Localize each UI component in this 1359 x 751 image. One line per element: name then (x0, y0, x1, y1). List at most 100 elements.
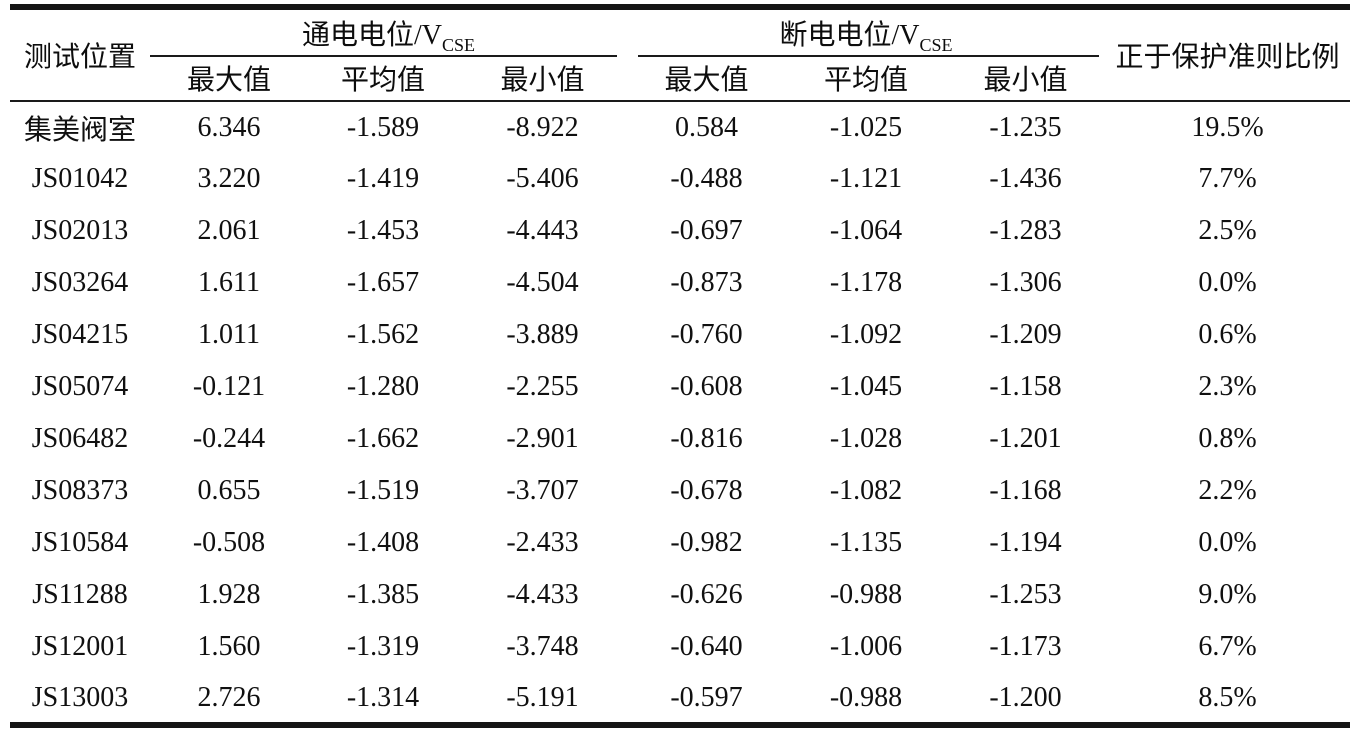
table-cell: 6.7% (1198, 631, 1257, 662)
column-header-on-max: 最大值 (150, 56, 308, 102)
column-header-off-min: 最小值 (946, 56, 1106, 102)
table-cell: -4.433 (506, 579, 579, 610)
table-row: 集美阀室 6.346 -1.589 -8.922 0.584 -1.025 -1.235 19… (10, 101, 1350, 153)
table-row: JS08373 0.655 -1.519 -3.707 -0.678 -1.082 -1.1… (10, 465, 1350, 517)
column-header-positive-ratio: 正于保护准则比例 (1105, 7, 1351, 102)
table-cell: -0.640 (670, 631, 743, 662)
table-header: 测试位置 通电电位/VCSE 断电电位/VCSE 正于保护准则比例 最大值 平均… (10, 7, 1351, 102)
table-cell: 2.726 (197, 681, 261, 713)
table-cell: -0.626 (670, 579, 743, 610)
row-label-test-location: JS01042 (31, 163, 129, 194)
table-cell: -1.006 (829, 631, 903, 662)
table-cell: -0.608 (670, 371, 743, 402)
table-cell: -2.433 (506, 527, 579, 558)
row-label-test-location: JS12001 (31, 631, 129, 662)
header-row-groups: 测试位置 通电电位/VCSE 断电电位/VCSE 正于保护准则比例 (10, 7, 1351, 102)
table-cell: -1.194 (989, 527, 1062, 558)
table-cell: -0.488 (670, 163, 743, 194)
table-cell: -0.988 (829, 579, 903, 610)
row-label-test-location: JS03264 (31, 267, 129, 298)
table-cell: -1.436 (989, 163, 1062, 194)
header-row-subcolumns: 最大值 平均值 最小值 最大值 平均值 最小值 (10, 56, 1350, 102)
table-cell: -1.025 (829, 111, 903, 143)
table-cell: -1.082 (829, 475, 903, 506)
table-row: JS11288 1.928 -1.385 -4.433 -0.626 -0.988 -1.2… (10, 569, 1350, 621)
table-cell: -5.406 (506, 163, 579, 194)
table-cell: 1.611 (198, 267, 260, 298)
table-cell: -0.121 (192, 371, 266, 402)
table-row: JS06482 -0.244 -1.662 -2.901 -0.816 -1.028 -1.… (10, 413, 1350, 465)
table-cell: -1.519 (346, 475, 420, 506)
table-row: JS04215 1.011 -1.562 -3.889 -0.760 -1.092 -1.2… (10, 309, 1350, 361)
table-cell: 1.560 (197, 631, 261, 662)
table-cell: -1.121 (829, 163, 903, 194)
table-cell: -1.419 (346, 163, 420, 194)
table-cell: -1.280 (346, 371, 420, 402)
group-header-on-potential-subscript: CSE (442, 35, 476, 55)
table-cell: 0.0% (1198, 527, 1257, 558)
table-cell: -4.443 (506, 215, 579, 246)
table-cell: 2.061 (197, 215, 261, 246)
row-label-test-location: JS10584 (31, 527, 129, 558)
table-cell: 1.011 (198, 319, 260, 350)
table-cell: -1.662 (346, 423, 420, 454)
table-cell: 2.5% (1198, 215, 1257, 246)
table-cell: -1.562 (346, 319, 420, 350)
column-header-test-location: 测试位置 (10, 7, 150, 102)
table-cell: 6.346 (197, 111, 261, 143)
table-cell: -3.748 (506, 631, 579, 662)
table-cell: -1.135 (829, 527, 903, 558)
table-cell: -0.597 (670, 681, 743, 713)
table-cell: 2.2% (1198, 475, 1257, 506)
table-cell: -0.988 (829, 681, 903, 713)
table-cell: 3.220 (197, 163, 261, 194)
row-label-test-location: JS11288 (32, 579, 128, 610)
potential-measurement-table: 测试位置 通电电位/VCSE 断电电位/VCSE 正于保护准则比例 最大值 平均… (10, 4, 1351, 728)
table-row: JS13003 2.726 -1.314 -5.191 -0.597 -0.988 -1.2… (10, 673, 1350, 725)
table-cell: -1.158 (989, 371, 1062, 402)
table-cell: -1.200 (989, 681, 1062, 713)
table-cell: -3.707 (506, 475, 579, 506)
table-cell: -0.816 (670, 423, 743, 454)
row-label-test-location: JS13003 (31, 681, 129, 713)
row-label-test-location: JS08373 (31, 475, 129, 506)
table-row: JS10584 -0.508 -1.408 -2.433 -0.982 -1.135 -1.… (10, 517, 1350, 569)
table-cell: -0.873 (670, 267, 743, 298)
table-cell: 9.0% (1198, 579, 1257, 610)
group-header-off-potential-subscript: CSE (919, 35, 953, 55)
table-cell: 0.6% (1198, 319, 1257, 350)
table-cell: -1.092 (829, 319, 903, 350)
page: 测试位置 通电电位/VCSE 断电电位/VCSE 正于保护准则比例 最大值 平均… (0, 4, 1359, 751)
table-cell: -1.253 (989, 579, 1062, 610)
table-cell: -1.408 (346, 527, 420, 558)
group-rule-off (638, 55, 1100, 57)
table-cell: 1.928 (197, 579, 261, 610)
table-cell: -1.209 (989, 319, 1062, 350)
table-cell: 7.7% (1198, 163, 1257, 194)
table-cell: 19.5% (1191, 111, 1264, 143)
group-header-off-potential: 断电电位/VCSE (627, 7, 1105, 57)
table-cell: -2.255 (506, 371, 579, 402)
row-label-test-location: JS02013 (31, 215, 129, 246)
table-cell: -3.889 (506, 319, 579, 350)
table-cell: -0.508 (192, 527, 266, 558)
table-cell: -1.168 (989, 475, 1062, 506)
row-label-test-location: JS04215 (31, 319, 129, 350)
table-cell: -4.504 (506, 267, 579, 298)
table-body: 集美阀室 6.346 -1.589 -8.922 0.584 -1.025 -1.235 19… (10, 101, 1350, 725)
table-cell: 0.8% (1198, 423, 1257, 454)
table-row: JS12001 1.560 -1.319 -3.748 -0.640 -1.006 -1.1… (10, 621, 1350, 673)
table-cell: -1.283 (989, 215, 1062, 246)
column-header-on-avg: 平均值 (308, 56, 458, 102)
table-cell: 0.0% (1198, 267, 1257, 298)
group-rule-on (150, 55, 618, 57)
table-cell: -8.922 (506, 111, 579, 143)
table-cell: -1.045 (829, 371, 903, 402)
table-cell: -0.697 (670, 215, 743, 246)
table-cell: -0.678 (670, 475, 743, 506)
table-cell: -0.760 (670, 319, 743, 350)
table-row: JS02013 2.061 -1.453 -4.443 -0.697 -1.064 -1.2… (10, 205, 1350, 257)
table-cell: -1.235 (989, 111, 1062, 143)
column-header-on-min: 最小值 (458, 56, 628, 102)
table-cell: -1.028 (829, 423, 903, 454)
